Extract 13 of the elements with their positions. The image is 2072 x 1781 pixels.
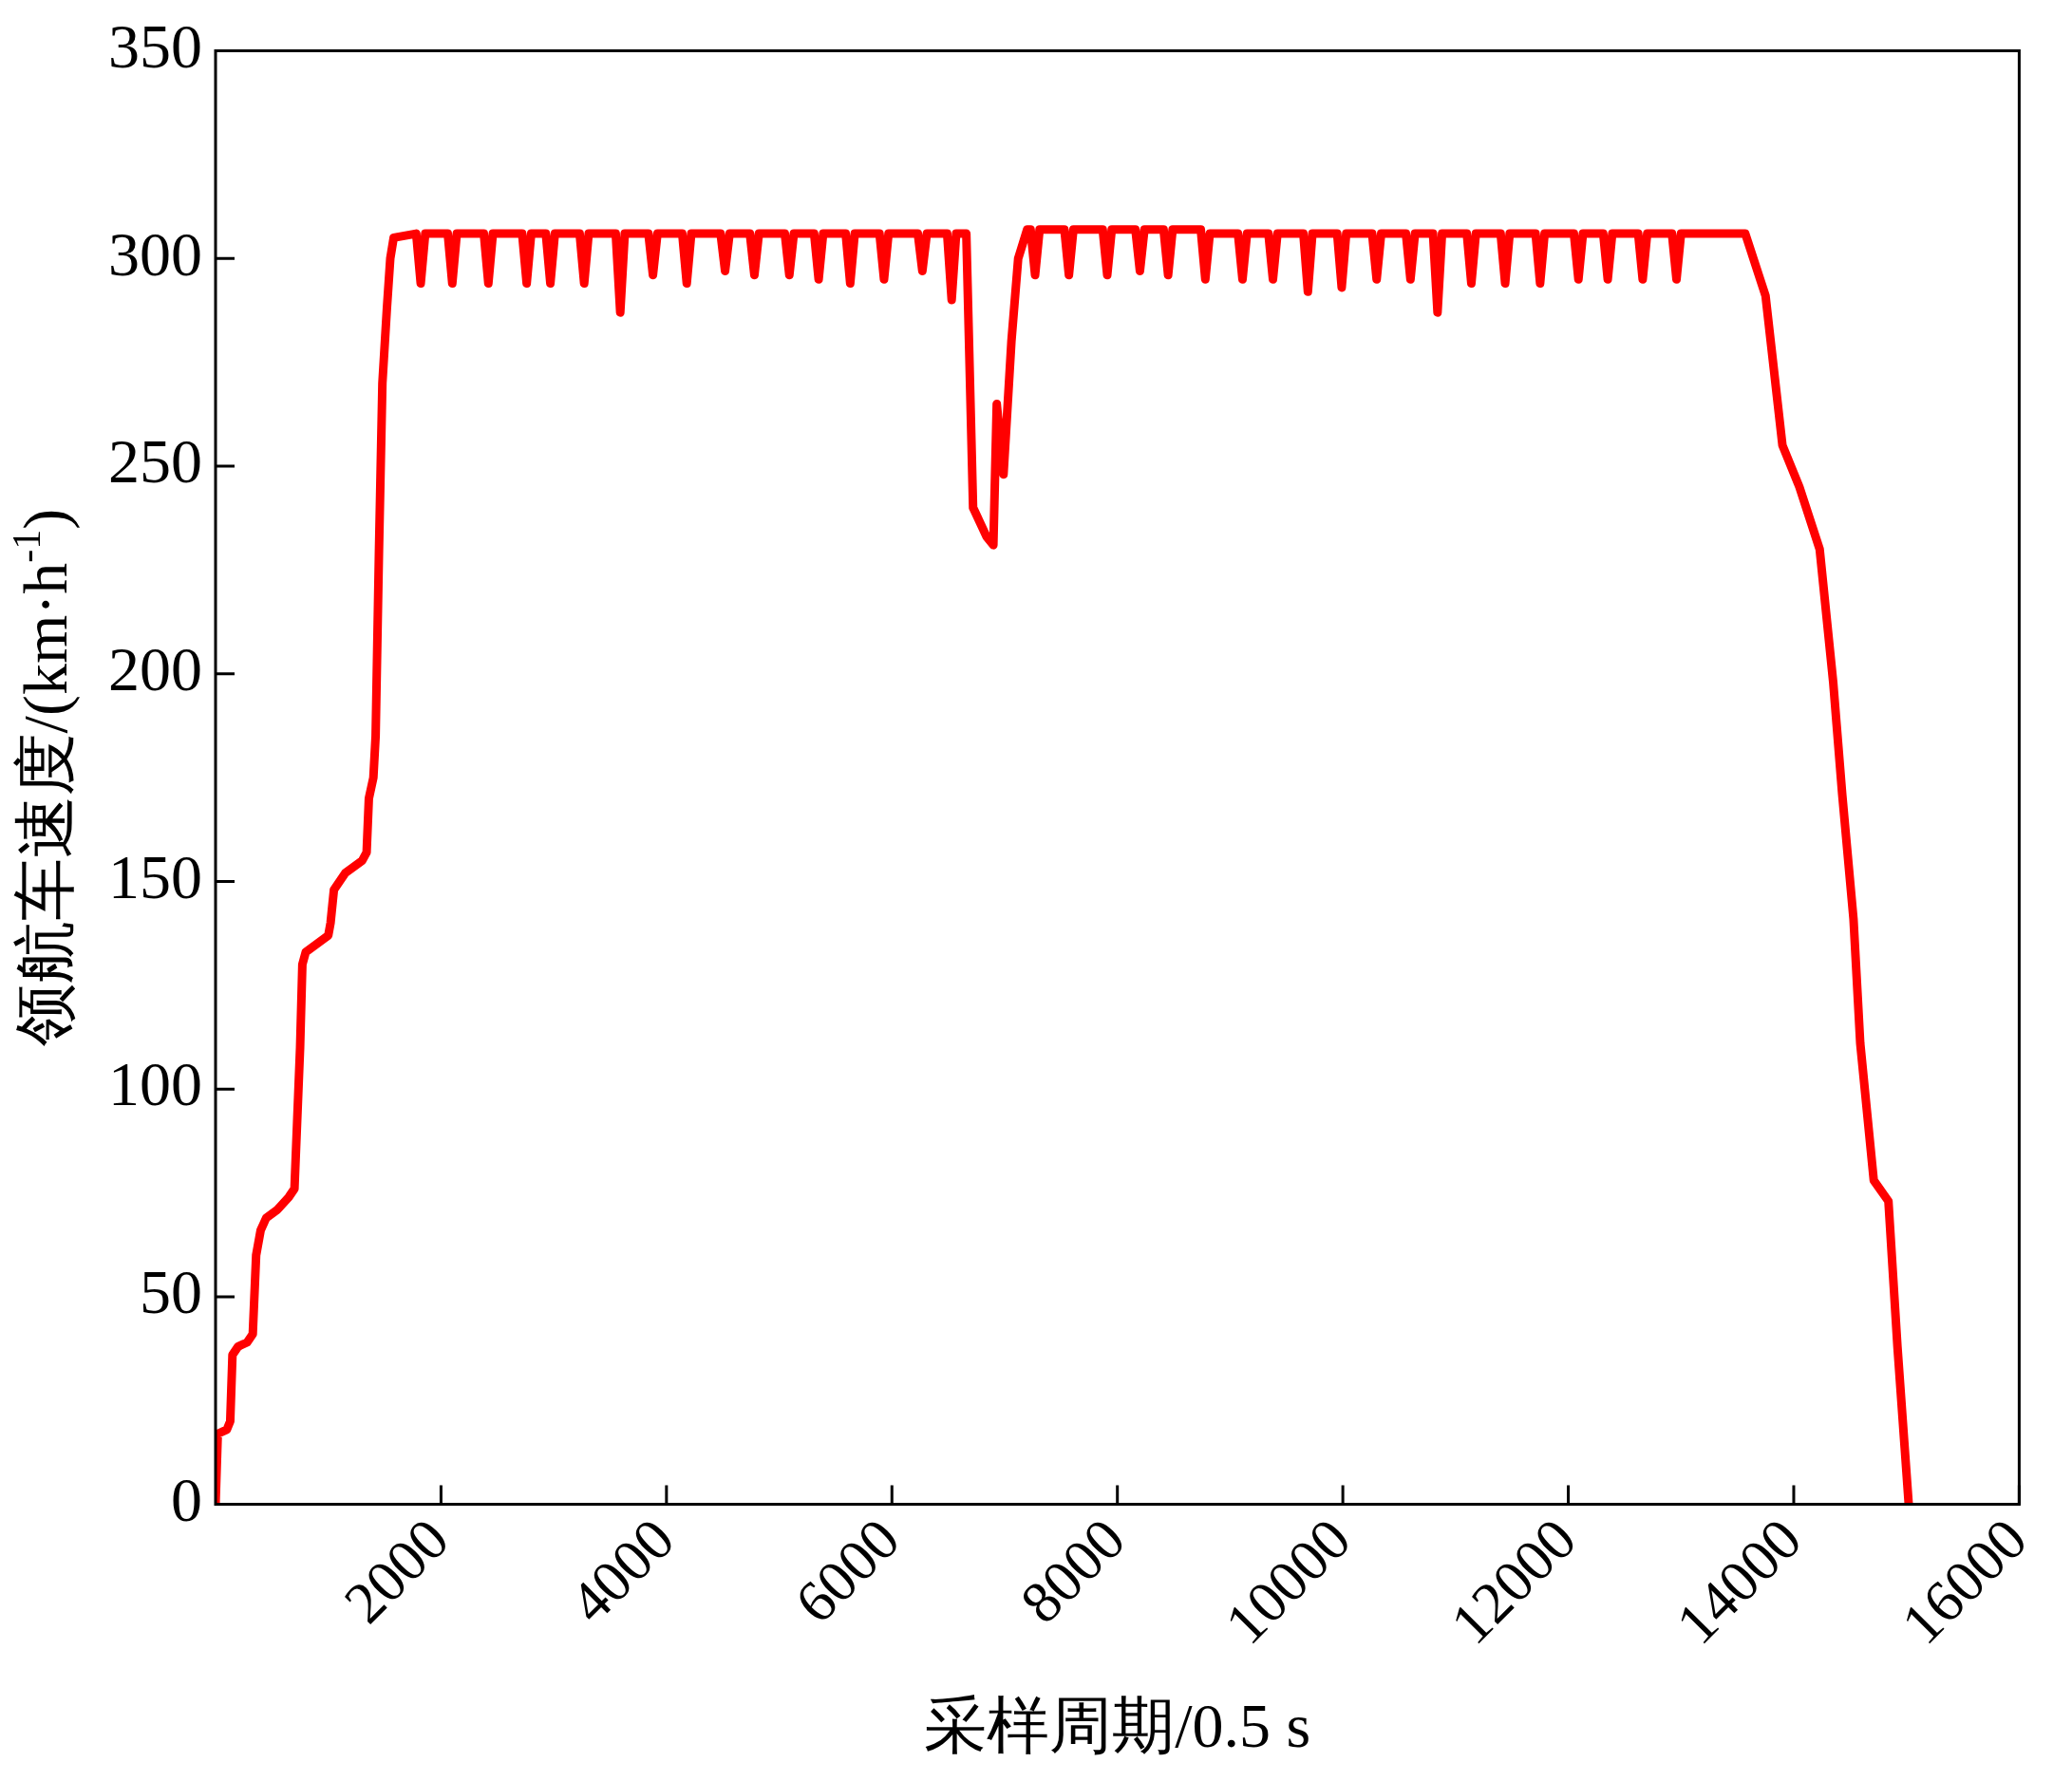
y-tick-label: 150 [108,841,202,911]
y-tick-label: 100 [108,1049,202,1119]
y-tick-label: 300 [108,218,202,289]
y-tick-label: 0 [171,1464,202,1534]
y-axis-title: 领航车速度/(km·h-1) [5,508,81,1047]
x-tick-label: 4000 [556,1506,687,1636]
x-tick-label: 8000 [1008,1506,1138,1636]
x-tick-label: 6000 [782,1506,912,1636]
y-tick-label: 200 [108,634,202,704]
x-axis-title: 采样周期/0.5 s [924,1690,1311,1760]
y-tick-label: 250 [108,426,202,497]
y-tick-label: 50 [140,1257,202,1327]
y-tick-label: 350 [108,10,202,81]
